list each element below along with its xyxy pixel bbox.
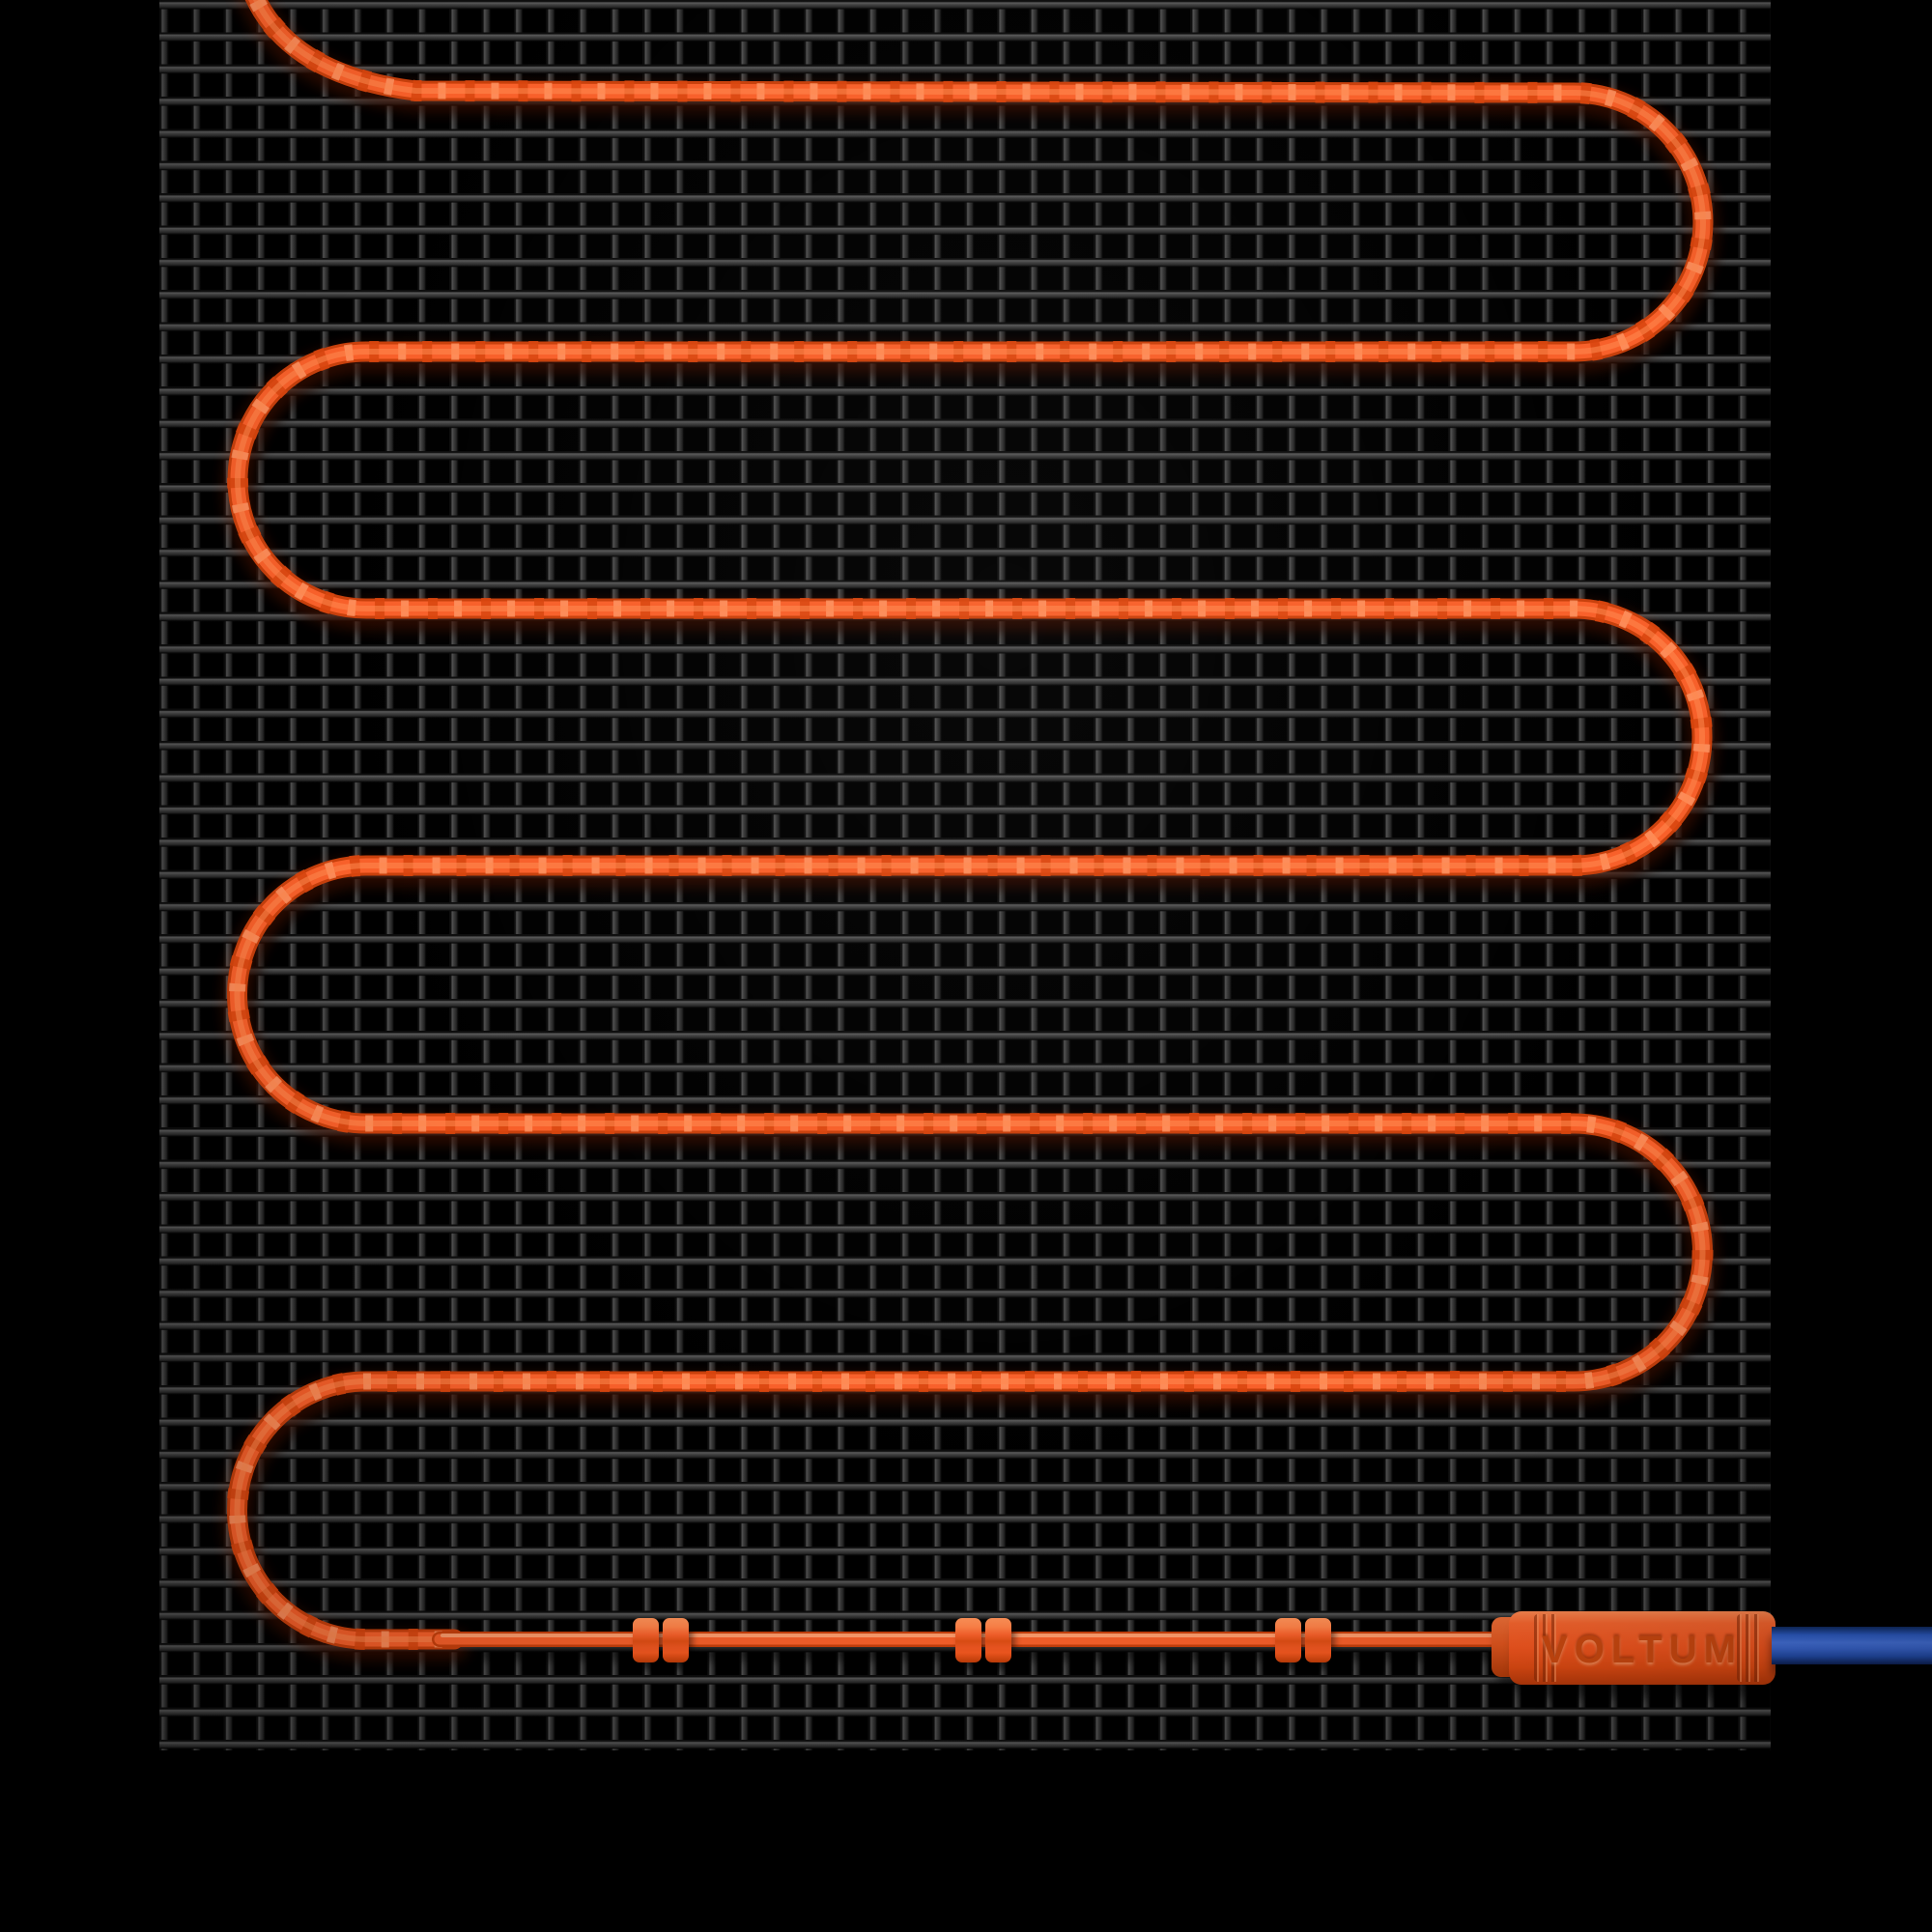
power-cord <box>1772 1627 1932 1664</box>
cable-clip <box>985 1618 1011 1662</box>
cable-clip <box>633 1618 659 1662</box>
brand-logo-text: VOLTUM <box>1542 1628 1743 1671</box>
cable-clip <box>1305 1618 1331 1662</box>
cable-glow <box>222 0 1718 1661</box>
cable-shadow <box>233 0 1721 1664</box>
connector-body: VOLTUM <box>1509 1611 1776 1685</box>
cable-clip <box>1275 1618 1301 1662</box>
connector-rib-right <box>1737 1614 1762 1682</box>
cold-lead-cable <box>432 1632 1534 1647</box>
cable-clip <box>663 1618 689 1662</box>
cable-clip <box>955 1618 981 1662</box>
connector-rib-left <box>1534 1614 1559 1682</box>
heating-cable-serpentine <box>226 0 1714 1650</box>
